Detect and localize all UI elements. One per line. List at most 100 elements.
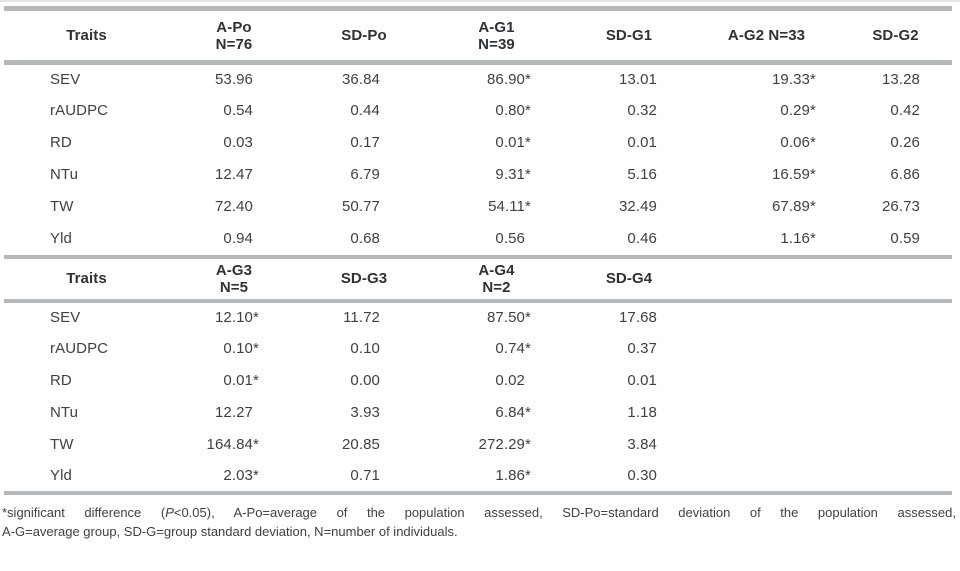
traits-table-section-2: Traits A-G3 N=5 SD-G3 A-G4 N=2 SD-G4 SEV 1… [4,254,952,495]
value-cell: 0.01 [627,372,657,389]
value-cell: 36.84 [341,71,380,89]
value-cell [839,365,952,397]
significance-star: * [525,436,531,453]
column-header-a-po: A-Po N=76 [169,8,299,65]
table-row: Yld 0.94 0.68 0.56 0.46 1.16* 0.59 [4,223,952,255]
value-cell: 0.59 [890,230,920,247]
header-line: A-G1 [478,18,515,36]
column-header-empty [694,256,839,303]
value-cell [839,333,952,365]
value-cell: 164.84* [169,429,299,461]
header-line: SD-G2 [872,27,919,44]
value-cell: 54.11* [429,191,564,223]
significance-star: * [525,198,531,215]
table-row: NTu 12.27 3.93 6.84* 1.18 [4,397,952,429]
value-cell: 50.77 [341,198,380,215]
table-row: RD 0.03 0.17 0.01* 0.01 0.06* 0.26 [4,127,952,159]
value-cell: 0.32 [627,102,657,119]
value-cell [839,429,952,461]
value-cell: 86.90* [429,63,564,95]
value-cell: 13.28 [881,71,920,89]
significance-star: * [525,102,531,119]
footnote-line-1: *significant difference (P<0.05), A-Po=a… [2,503,956,522]
value-cell: 0.71 [350,467,380,484]
header-line: SD-G1 [605,27,653,44]
footnote-text: *significant difference ( [2,504,166,520]
trait-label: rAUDPC [50,102,109,119]
significance-star: * [525,404,531,421]
value-cell: 0.68 [350,230,380,247]
column-header-sd-po: SD-Po [299,8,429,65]
table-row: Yld 2.03* 0.71 1.86* 0.30 [4,461,952,493]
value-cell: 87.50* [429,301,564,333]
value-cell: 17.68 [618,309,657,326]
value-cell: 0.01* [429,127,564,159]
value-cell: 0.00 [350,372,380,389]
value-cell: 0.10 [350,340,380,357]
value-cell: 3.84 [627,436,657,453]
header-line: N=5 [219,278,249,296]
value-cell: 0.80* [429,95,564,127]
value-cell: 1.86* [429,461,564,493]
value-cell: 19.33* [694,63,839,95]
value-cell: 1.18 [627,404,657,421]
header-line: SD-Po [341,27,387,44]
trait-label: NTu [50,404,79,421]
significance-star: * [253,436,259,453]
trait-label: RD [50,372,72,389]
value-cell: 0.54 [223,102,253,119]
table-row: SEV 12.10* 11.72 87.50* 17.68 [4,301,952,333]
table-row: SEV 53.96 36.84 86.90* 13.01 19.33* 13.2… [4,63,952,95]
column-header-sd-g2: SD-G2 [839,8,952,65]
value-cell [694,333,839,365]
value-cell: 0.02 [495,372,525,389]
header-line: A-G2 N=33 [727,27,806,44]
significance-star: * [525,166,531,183]
header-line: N=39 [478,35,515,53]
column-header-empty [839,256,952,303]
value-cell: 11.72 [343,309,380,326]
value-cell: 0.26 [890,134,920,151]
value-cell: 67.89* [694,191,839,223]
value-cell: 0.06* [694,127,839,159]
value-cell: 6.86 [890,166,920,183]
header-line: Traits [66,270,107,287]
value-cell [839,461,952,493]
value-cell: 0.42 [890,102,920,119]
significance-star: * [253,467,259,484]
significance-star: * [253,372,259,389]
value-cell: 0.01 [627,134,657,151]
value-cell: 26.73 [881,198,920,215]
value-cell: 0.03 [223,134,253,151]
value-cell: 0.56 [495,230,525,247]
value-cell: 0.37 [627,340,657,357]
footnote: *significant difference (P<0.05), A-Po=a… [2,503,956,541]
value-cell: 0.17 [350,134,380,151]
header-line: SD-G4 [605,270,653,287]
significance-star: * [810,166,816,183]
header-line: SD-G3 [340,270,388,287]
significance-star: * [525,71,531,89]
value-cell: 16.59* [694,159,839,191]
column-header-sd-g1: SD-G1 [564,8,694,65]
value-cell: 6.84* [429,397,564,429]
header-row: Traits A-Po N=76 SD-Po A-G1 N=39 SD-G1 A-G… [4,8,952,65]
significance-star: * [810,134,816,151]
column-header-sd-g4: SD-G4 [564,256,694,303]
value-cell: 72.40 [214,198,253,215]
footnote-pvalue-symbol: P [165,504,174,520]
column-header-sd-g3: SD-G3 [299,256,429,303]
table-row: rAUDPC 0.54 0.44 0.80* 0.32 0.29* 0.42 [4,95,952,127]
value-cell [694,397,839,429]
header-line: N=76 [215,35,253,53]
footnote-text: <0.05), A-Po=average of the population a… [173,504,957,520]
value-cell: 13.01 [618,71,657,89]
significance-star: * [810,198,816,215]
value-cell: 272.29* [429,429,564,461]
value-cell: 0.46 [627,230,657,247]
column-header-traits: Traits [4,256,169,303]
significance-star: * [525,134,531,151]
header-line: A-G3 [215,261,253,279]
table-row: RD 0.01* 0.00 0.02 0.01 [4,365,952,397]
